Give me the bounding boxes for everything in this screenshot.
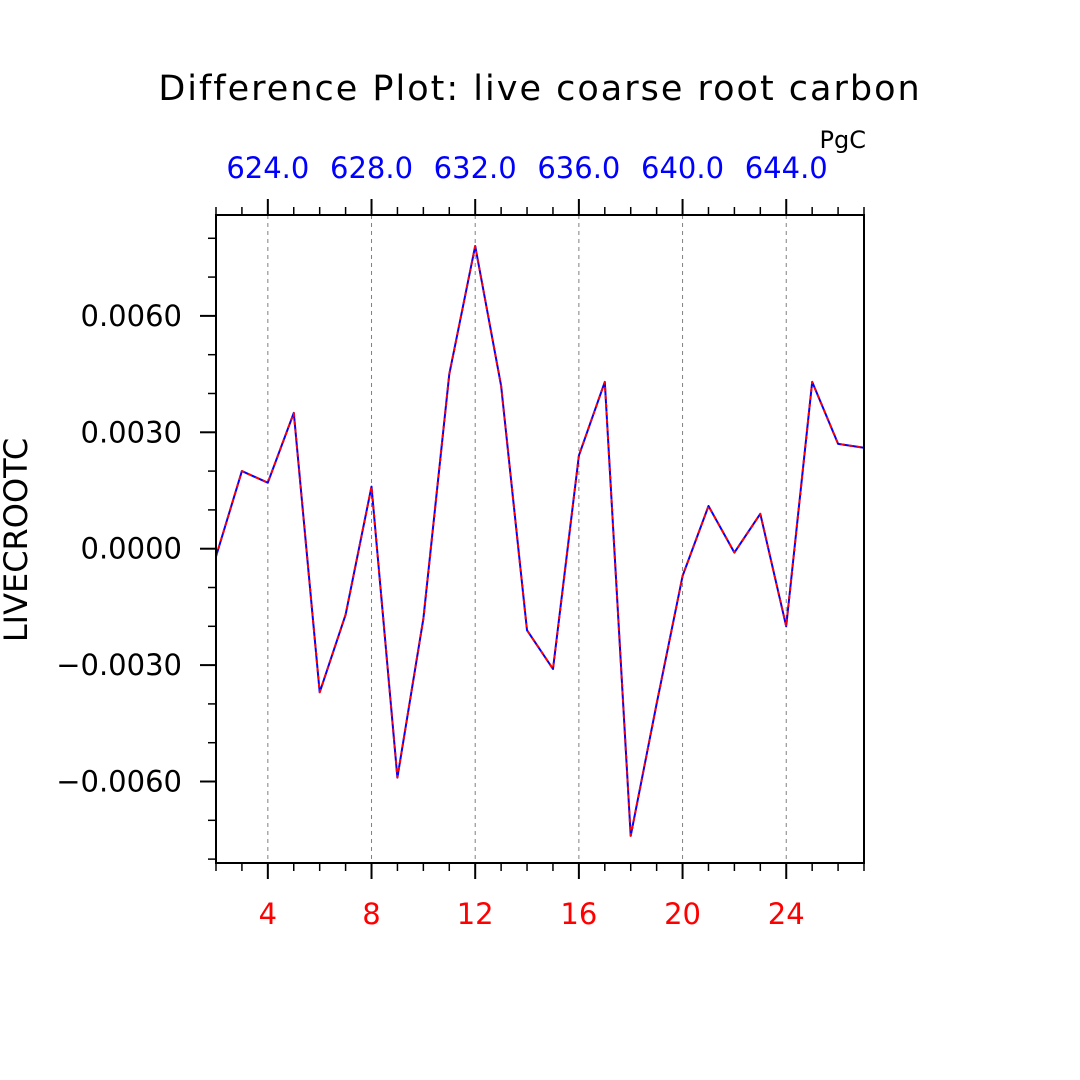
x-tick-label: 24 xyxy=(768,897,805,931)
y-tick-label: 0.0060 xyxy=(81,299,182,333)
x-tick-label: 16 xyxy=(560,897,597,931)
top-axis-label: 632.0 xyxy=(434,151,517,185)
x-tick-label: 4 xyxy=(259,897,277,931)
units-label: PgC xyxy=(820,126,866,154)
y-axis-label: LIVECROOTC xyxy=(0,438,35,642)
top-axis-label: 624.0 xyxy=(226,151,309,185)
y-tick-label: 0.0030 xyxy=(81,415,182,449)
y-tick-label: −0.0030 xyxy=(56,648,182,682)
series-lines xyxy=(215,245,865,837)
plot-frame xyxy=(215,214,865,864)
y-tick-label: 0.0000 xyxy=(81,532,182,566)
tick-labels: 4 624.0 8 628.0 12 632.0 16 636.0 20 640.0 24 644.0… xyxy=(56,151,828,931)
series-line-solid xyxy=(215,245,865,837)
x-tick-label: 20 xyxy=(664,897,701,931)
x-tick-label: 12 xyxy=(457,897,494,931)
grid-lines xyxy=(267,215,787,863)
x-tick-label: 8 xyxy=(362,897,380,931)
axis-ticks xyxy=(200,199,865,879)
y-tick-label: −0.0060 xyxy=(56,765,182,799)
series-line-dashed xyxy=(215,245,865,837)
chart-title: Difference Plot: live coarse root carbon xyxy=(158,69,921,109)
top-axis-label: 628.0 xyxy=(330,151,413,185)
top-axis-label: 636.0 xyxy=(537,151,620,185)
top-axis-label: 640.0 xyxy=(641,151,724,185)
top-axis-label: 644.0 xyxy=(745,151,828,185)
